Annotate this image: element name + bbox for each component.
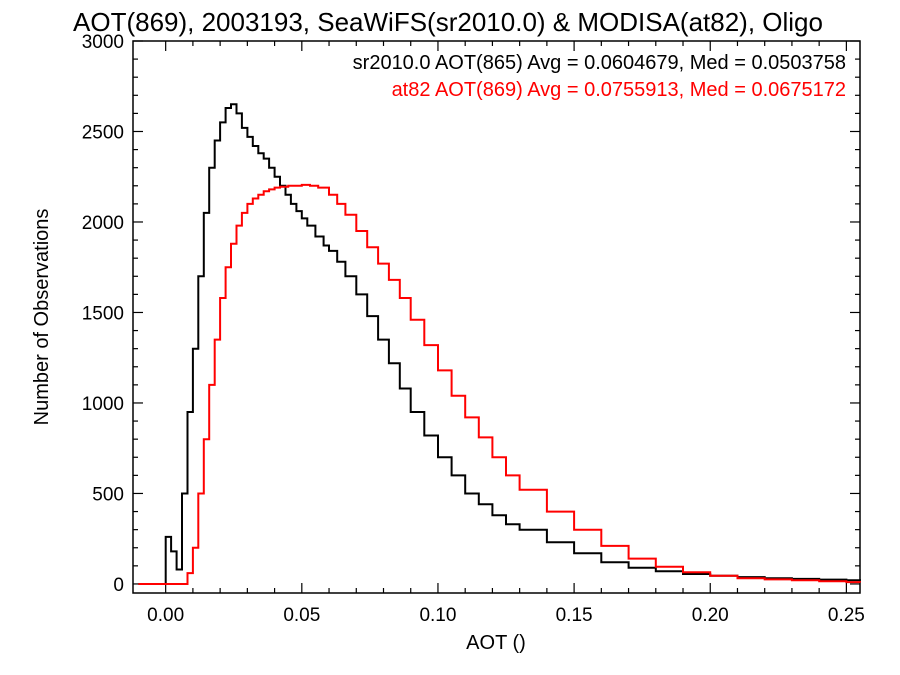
- y-tick-label: 500: [92, 484, 124, 505]
- series-line-0: [138, 103, 861, 585]
- plot-frame: [132, 40, 861, 594]
- x-tick-label: 0.10: [419, 605, 456, 626]
- chart-title: AOT(869), 2003193, SeaWiFS(sr2010.0) & M…: [73, 7, 823, 37]
- y-tick-label: 2000: [82, 213, 124, 234]
- x-tick-label: 0.25: [828, 605, 865, 626]
- y-tick-label: 3000: [82, 32, 124, 53]
- x-axis-label: AOT (): [466, 632, 526, 654]
- x-tick-label: 0.20: [692, 605, 729, 626]
- axis-ticks: 0.00 0.05 0.10 0.15 0.20 0.25 0 500 1000 1500 2000…: [82, 32, 865, 626]
- x-tick-label: 0.00: [147, 605, 184, 626]
- y-tick-label: 1000: [82, 394, 124, 415]
- series-line-1: [138, 183, 861, 585]
- x-tick-label: 0.05: [283, 605, 320, 626]
- legend-entry-1: at82 AOT(869) Avg = 0.0755913, Med = 0.0…: [392, 79, 846, 101]
- legend-entry-0: sr2010.0 AOT(865) Avg = 0.0604679, Med =…: [353, 52, 846, 74]
- series-layer: [138, 103, 861, 585]
- y-tick-label: 2500: [82, 122, 124, 143]
- y-axis-label: Number of Observations: [31, 209, 53, 426]
- y-tick-label: 0: [113, 575, 124, 596]
- y-tick-label: 1500: [82, 303, 124, 324]
- x-tick-label: 0.15: [556, 605, 593, 626]
